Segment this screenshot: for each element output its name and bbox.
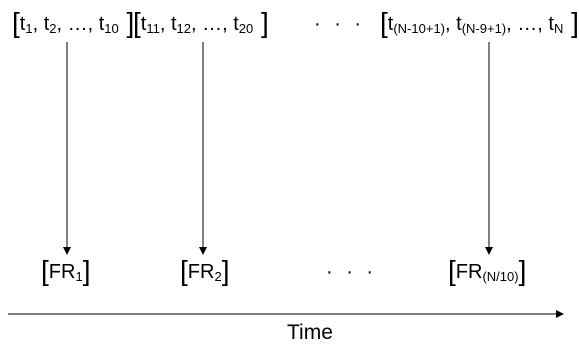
time-subscript: 20	[238, 20, 254, 36]
time-subscript: 1	[25, 20, 33, 36]
time-subscript: N	[553, 20, 564, 36]
open-bracket: [	[12, 7, 20, 38]
time-symbol: t	[140, 12, 147, 35]
window-2: [t11, t12, …, t20 ]	[133, 7, 269, 38]
open-bracket: [	[380, 7, 388, 38]
fr-subscript: 1	[75, 268, 83, 284]
output-fr-1: [FR1]	[41, 255, 91, 286]
window-1: [t1, t2, …, t10 ]	[12, 7, 135, 38]
close-bracket: ]	[82, 255, 91, 286]
top-ellipsis: · · ·	[314, 13, 366, 35]
fr-symbol: FR	[455, 260, 483, 283]
fr-subscript: 2	[214, 268, 222, 284]
fr-value: FR1	[49, 261, 83, 283]
open-bracket: [	[41, 255, 49, 286]
separator: , …,	[506, 12, 549, 35]
time-sequence: t(N-10+1), t(N-9+1), …, tN	[388, 13, 564, 35]
separator: ,	[159, 12, 171, 35]
time-subscript: 11	[146, 20, 160, 36]
close-bracket: ]	[118, 7, 135, 38]
fr-subscript: (N/10)	[482, 268, 519, 284]
time-symbol: t	[233, 12, 239, 35]
open-bracket: [	[180, 255, 188, 286]
time-symbol: t	[19, 12, 26, 35]
output-fr-2: [FR2]	[180, 255, 230, 286]
time-symbol: t	[387, 12, 394, 35]
close-bracket: ]	[221, 255, 230, 286]
time-sequence: t1, t2, …, t10	[20, 13, 119, 35]
separator: , …,	[191, 12, 234, 35]
window-n: [t(N-10+1), t(N-9+1), …, tN ]	[380, 7, 579, 38]
time-subscript: 12	[176, 20, 191, 36]
time-subscript: 10	[104, 20, 119, 36]
fr-symbol: FR	[187, 260, 215, 283]
time-sequence: t11, t12, …, t20	[141, 13, 253, 35]
time-symbol: t	[170, 12, 177, 35]
open-bracket: [	[133, 7, 141, 38]
time-subscript: 2	[49, 20, 57, 36]
fr-value: FR2	[188, 261, 222, 283]
separator: ,	[32, 12, 44, 35]
time-symbol: t	[456, 12, 462, 35]
time-symbol: t	[43, 12, 50, 35]
open-bracket: [	[448, 255, 456, 286]
time-axis-label: Time	[287, 321, 333, 344]
fr-value: FR(N/10)	[456, 261, 519, 283]
bottom-ellipsis: · · ·	[326, 261, 378, 283]
separator: , …,	[56, 12, 99, 35]
separator: ,	[445, 12, 457, 35]
close-bracket: ]	[563, 7, 579, 38]
time-subscript: (N-9+1)	[461, 20, 507, 36]
time-subscript: (N-10+1)	[393, 20, 446, 36]
time-symbol: t	[548, 12, 554, 35]
fr-symbol: FR	[48, 260, 76, 283]
time-symbol: t	[98, 12, 105, 35]
close-bracket: ]	[253, 7, 269, 38]
close-bracket: ]	[518, 255, 527, 286]
output-fr-n: [FR(N/10)]	[448, 255, 527, 286]
